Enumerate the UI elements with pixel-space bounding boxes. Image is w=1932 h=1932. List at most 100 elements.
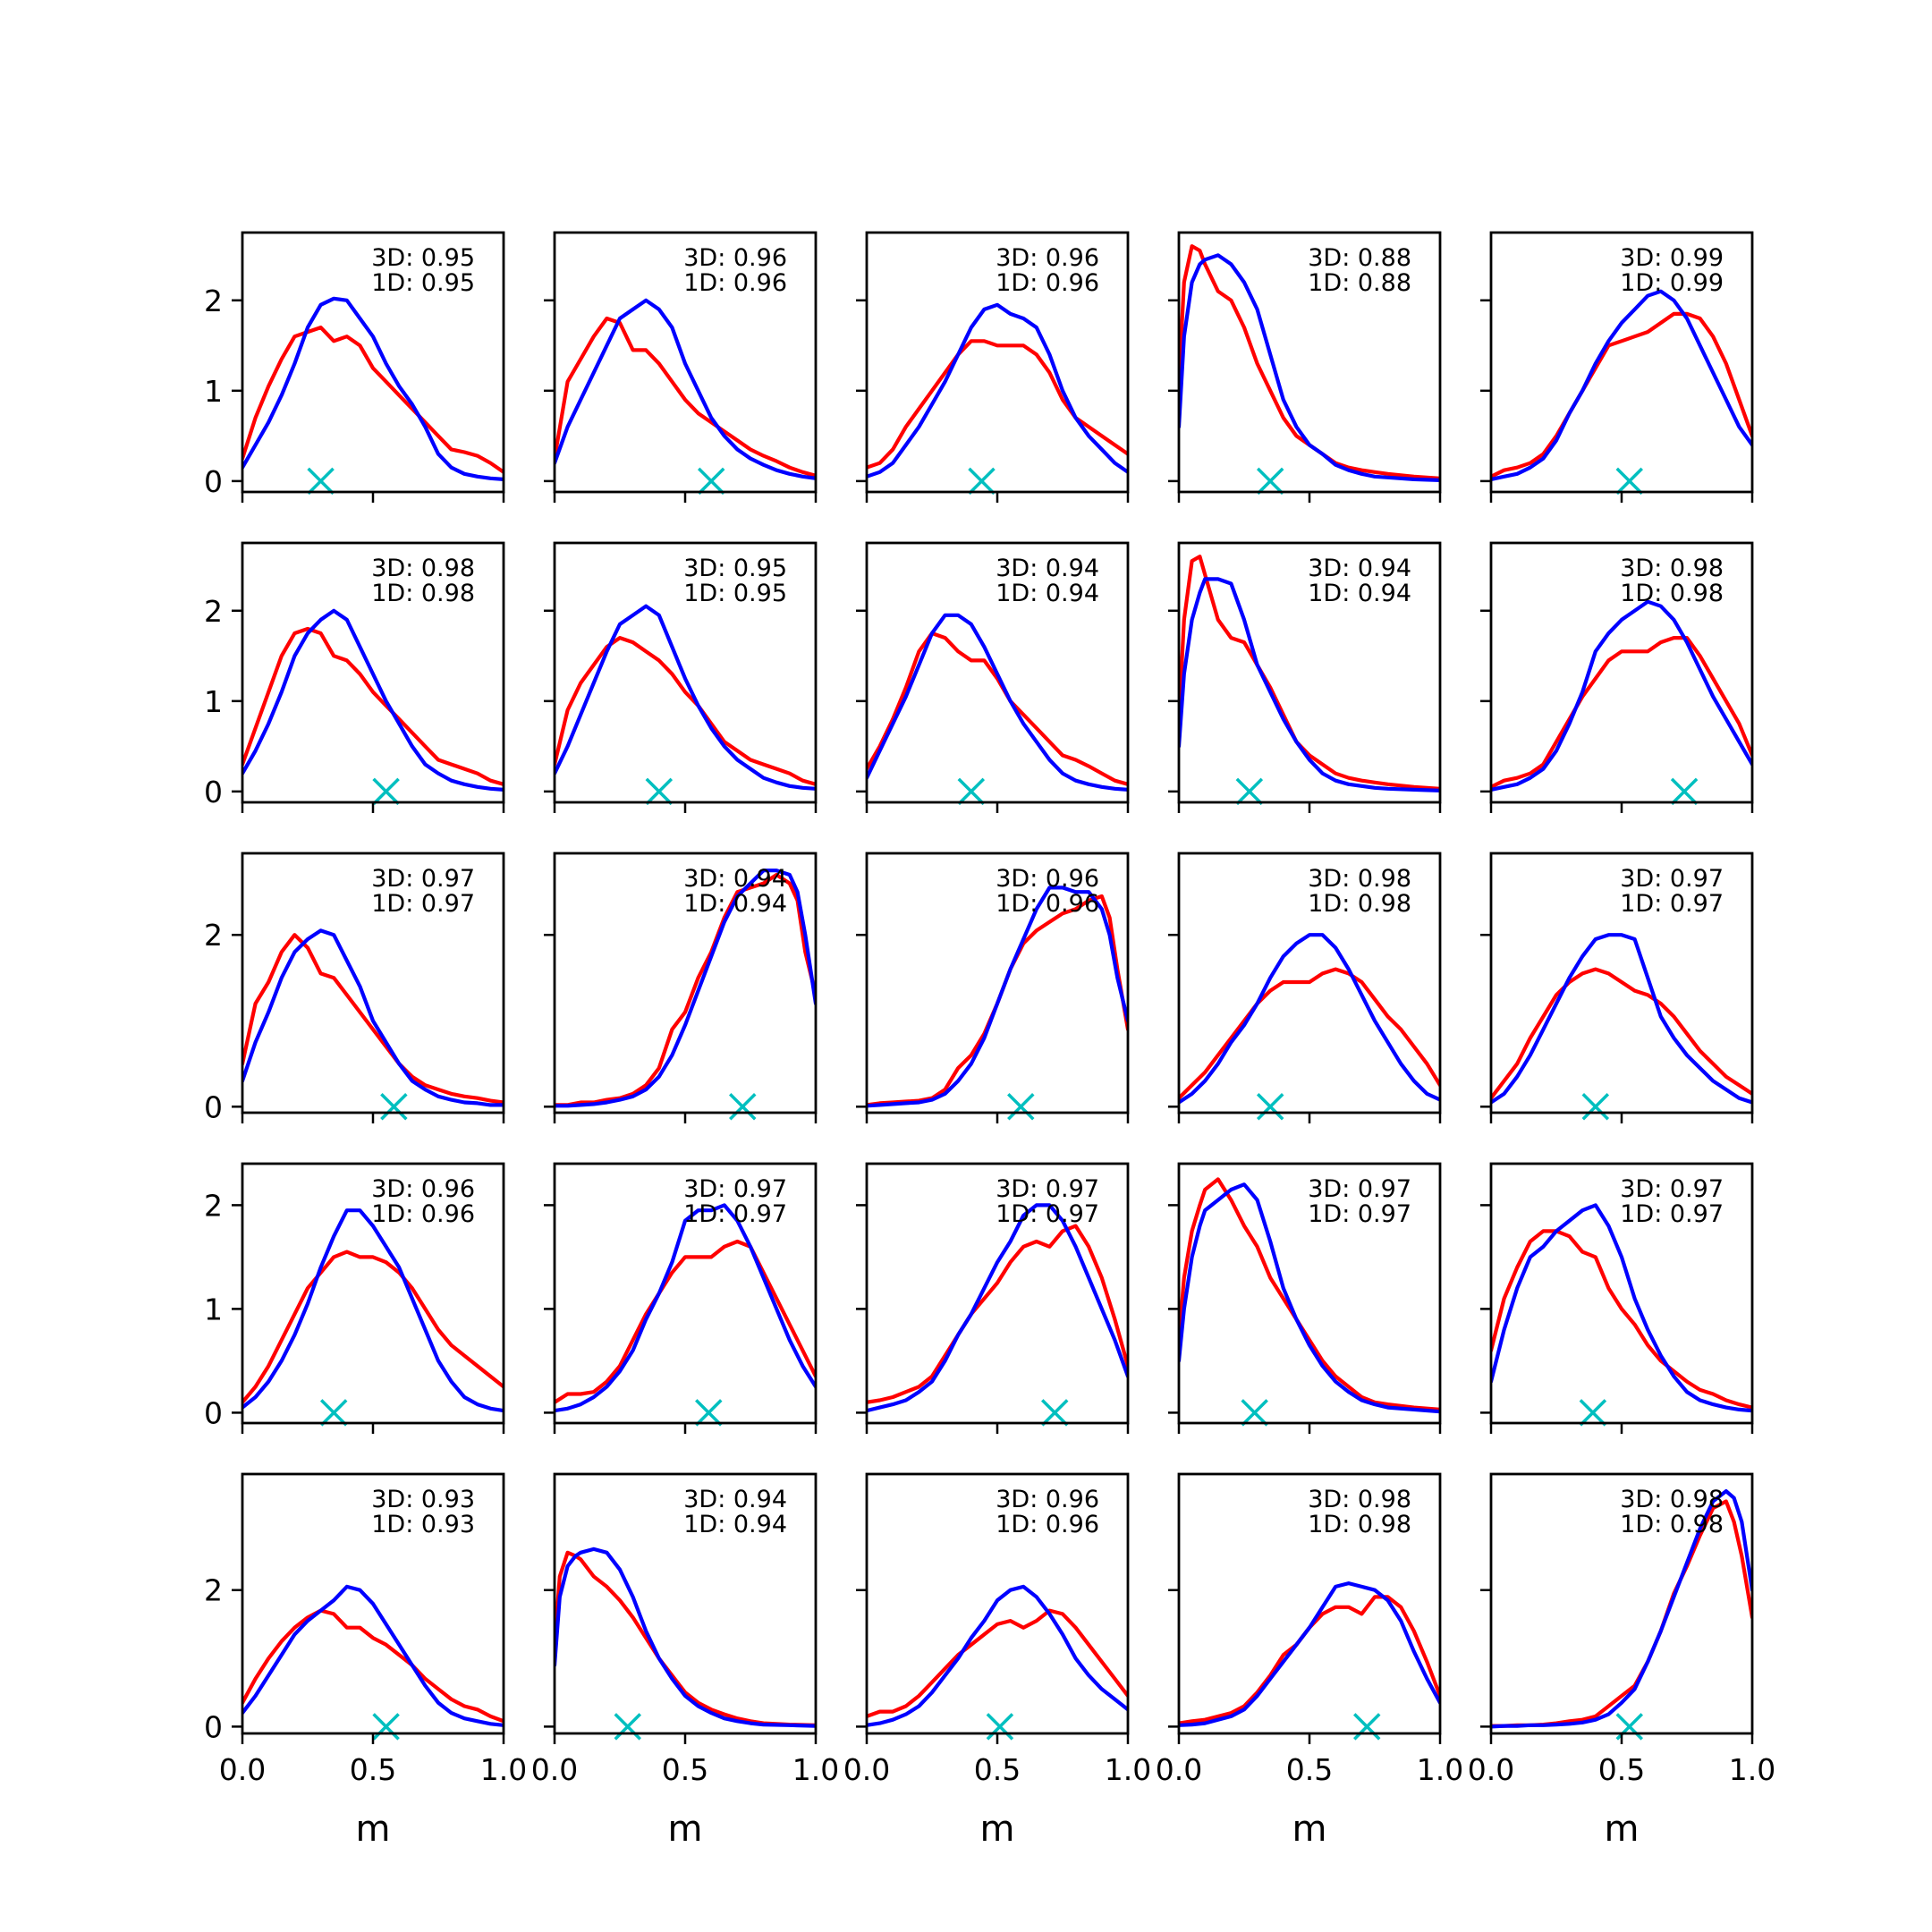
series-3d-line [555, 316, 816, 478]
series-3d-line [1491, 967, 1752, 1100]
marker-x [1256, 467, 1284, 496]
series-1d-line [555, 869, 816, 1108]
series-1d-line [867, 613, 1128, 792]
label-1d: 1D: 0.97 [1620, 890, 1724, 918]
panel-series [1491, 289, 1752, 481]
panel-series [555, 604, 816, 791]
label-3d: 3D: 0.97 [1620, 1175, 1724, 1203]
marker-x [372, 1713, 400, 1741]
label-1d: 1D: 0.95 [371, 269, 475, 297]
panel-series [1179, 1581, 1440, 1727]
x-tick-label: 0.5 [974, 1752, 1021, 1787]
series-3d-line [555, 636, 816, 786]
series-3d-line [867, 339, 1128, 470]
marker-x [380, 1093, 408, 1121]
marker-x [319, 1399, 348, 1427]
series-1d-line [1179, 577, 1440, 792]
marker-x [1256, 1093, 1284, 1121]
label-3d: 3D: 0.97 [996, 1175, 1099, 1203]
label-1d: 1D: 0.96 [996, 1511, 1099, 1538]
series-3d-line [242, 1250, 504, 1404]
marker-x [1615, 467, 1643, 496]
series-3d-line [867, 631, 1128, 786]
series-3d-line [867, 1224, 1128, 1404]
x-axis-label: m [356, 1809, 391, 1850]
marker-x [729, 1093, 757, 1121]
y-tick-label: 2 [204, 1573, 223, 1608]
marker-x [372, 777, 400, 806]
series-3d-line [1179, 1177, 1440, 1411]
series-1d-line [242, 1584, 504, 1727]
label-3d: 3D: 0.98 [1308, 865, 1411, 893]
label-1d: 1D: 0.98 [371, 580, 475, 607]
panel-series [1179, 1177, 1440, 1414]
series-1d-line [1179, 253, 1440, 482]
label-3d: 3D: 0.98 [371, 555, 475, 582]
label-1d: 1D: 0.94 [683, 890, 787, 918]
label-3d: 3D: 0.94 [996, 555, 1099, 582]
panel-series [867, 886, 1128, 1108]
series-1d-line [1179, 1581, 1440, 1727]
series-1d-line [555, 1546, 816, 1728]
marker-x [307, 467, 335, 496]
label-3d: 3D: 0.99 [1620, 244, 1724, 272]
series-1d-line [242, 928, 504, 1107]
marker-x [645, 777, 674, 806]
x-axis-label: m [668, 1809, 703, 1850]
label-1d: 1D: 0.97 [996, 1200, 1099, 1228]
panel-series [242, 928, 504, 1107]
marker-x [1235, 777, 1264, 806]
label-3d: 3D: 0.94 [683, 865, 787, 893]
x-tick-label: 0.5 [1598, 1752, 1645, 1787]
series-1d-line [1179, 933, 1440, 1105]
label-1d: 1D: 0.98 [1308, 1511, 1411, 1538]
label-1d: 1D: 0.98 [1620, 580, 1724, 607]
panel-series [555, 1203, 816, 1413]
panel-series [1179, 244, 1440, 482]
label-3d: 3D: 0.96 [996, 1486, 1099, 1513]
series-3d-line [555, 1550, 816, 1727]
x-tick-label: 0.5 [1286, 1752, 1333, 1787]
marker-x [1353, 1713, 1381, 1741]
label-1d: 1D: 0.97 [683, 1200, 787, 1228]
label-1d: 1D: 0.95 [683, 580, 787, 607]
x-tick-label: 1.0 [1105, 1752, 1151, 1787]
panel-series [1491, 1489, 1752, 1729]
label-1d: 1D: 0.94 [1308, 580, 1411, 607]
y-tick-label: 1 [204, 684, 223, 719]
marker-x [697, 467, 725, 496]
panel-series [1491, 599, 1752, 792]
label-3d: 3D: 0.96 [996, 865, 1099, 893]
marker-x [1579, 1399, 1607, 1427]
series-1d-line [555, 1203, 816, 1413]
marker-x [957, 777, 986, 806]
panel-series [867, 1203, 1128, 1413]
panel-series [867, 613, 1128, 792]
series-3d-line [1179, 967, 1440, 1100]
panel-series [555, 1546, 816, 1728]
x-tick-label: 0.0 [219, 1752, 266, 1787]
panel-series [1179, 555, 1440, 792]
series-1d-line [555, 298, 816, 480]
series-3d-line [1179, 555, 1440, 791]
label-1d: 1D: 0.88 [1308, 269, 1411, 297]
label-1d: 1D: 0.98 [1308, 890, 1411, 918]
x-tick-label: 0.0 [1156, 1752, 1202, 1787]
label-3d: 3D: 0.98 [1620, 555, 1724, 582]
marker-x [986, 1713, 1014, 1741]
x-tick-label: 1.0 [1729, 1752, 1775, 1787]
series-3d-line [242, 626, 504, 786]
